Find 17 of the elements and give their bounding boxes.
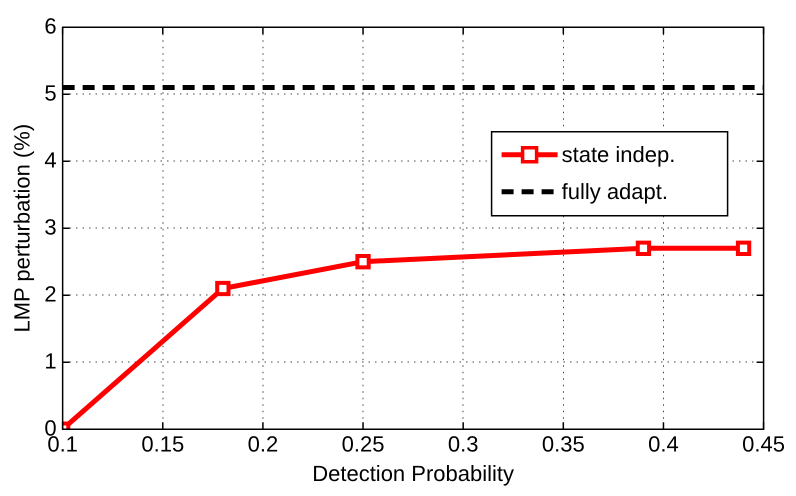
y-tick-label: 3 bbox=[44, 214, 57, 240]
x-tick-label: 0.15 bbox=[141, 431, 184, 456]
y-tick-label: 6 bbox=[44, 13, 57, 38]
y-tick-label: 5 bbox=[44, 80, 57, 106]
legend-label: fully adapt. bbox=[562, 178, 668, 204]
y-axis-title: LMP perturbation (%) bbox=[9, 124, 34, 333]
legend-label: state indep. bbox=[562, 142, 676, 167]
x-axis-title: Detection Probability bbox=[312, 460, 514, 486]
x-tick-label: 0.25 bbox=[342, 431, 384, 456]
y-tick-label: 4 bbox=[44, 147, 57, 172]
x-tick-label: 0.4 bbox=[648, 431, 679, 456]
y-tick-label: 2 bbox=[44, 281, 57, 306]
y-tick-label: 1 bbox=[44, 348, 57, 374]
x-tick-label: 0.2 bbox=[248, 431, 278, 456]
x-tick-label: 0.45 bbox=[742, 431, 786, 456]
x-tick-label: 0.35 bbox=[542, 431, 585, 456]
x-tick-label: 0.3 bbox=[448, 431, 478, 456]
